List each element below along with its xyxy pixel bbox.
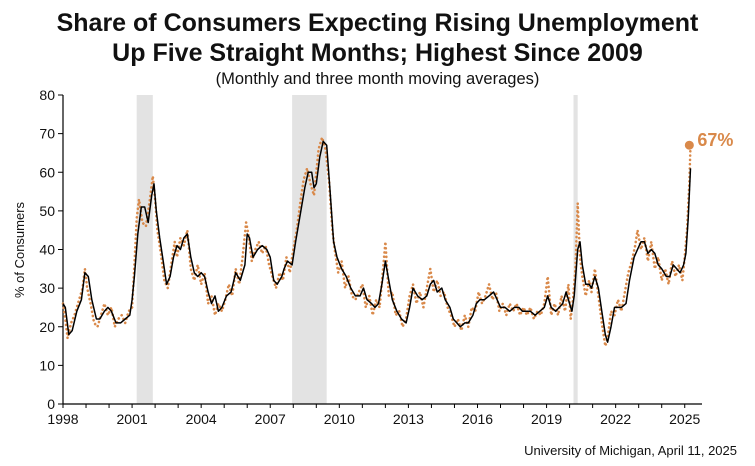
recession-band-1	[136, 95, 153, 404]
callout: 67%	[684, 130, 733, 150]
axes	[62, 95, 702, 405]
y-tick-label-50: 50	[39, 203, 55, 219]
chart-title-line-1: Share of Consumers Expecting Rising Unem…	[56, 9, 699, 37]
source-note: University of Michigan, April 11, 2025	[524, 443, 737, 458]
y-tick-label-80: 80	[39, 87, 55, 103]
y-tick-label-10: 10	[39, 357, 55, 373]
series-monthly-line	[61, 136, 692, 348]
recession-band-2	[292, 95, 327, 404]
x-tick-label-2022: 2022	[600, 411, 631, 427]
y-tick-label-40: 40	[39, 242, 55, 258]
y-tick-label-60: 60	[39, 164, 55, 180]
x-tick-label-2004: 2004	[186, 411, 217, 427]
y-tick-label-30: 30	[39, 280, 55, 296]
callout-marker	[684, 140, 694, 150]
series-moving-average-line	[62, 140, 692, 343]
y-tick-label-0: 0	[47, 396, 55, 412]
x-ticks: 1998 2001 2004 2007 2010 2013 2016 2019 2022 2025	[47, 404, 701, 427]
x-tick-label-2007: 2007	[255, 411, 286, 427]
x-tick-label-2025: 2025	[669, 411, 700, 427]
y-ticks: 0 10 20 30 40 50 60 70 80	[39, 87, 63, 412]
x-tick-label-2016: 2016	[462, 411, 493, 427]
y-tick-label-70: 70	[39, 126, 55, 142]
x-tick-label-2019: 2019	[531, 411, 562, 427]
series	[61, 136, 692, 348]
y-tick-label-20: 20	[39, 319, 55, 335]
callout-label: 67%	[697, 130, 733, 150]
x-tick-label-1998: 1998	[47, 411, 78, 427]
chart-title-line-2: Up Five Straight Months; Highest Since 2…	[112, 39, 643, 67]
recession-bands	[136, 95, 578, 404]
x-tick-label-2001: 2001	[117, 411, 148, 427]
x-tick-label-2010: 2010	[324, 411, 355, 427]
chart-subtitle: (Monthly and three month moving averages…	[215, 70, 540, 88]
y-axis-label: % of Consumers	[12, 201, 27, 298]
x-tick-label-2013: 2013	[393, 411, 424, 427]
